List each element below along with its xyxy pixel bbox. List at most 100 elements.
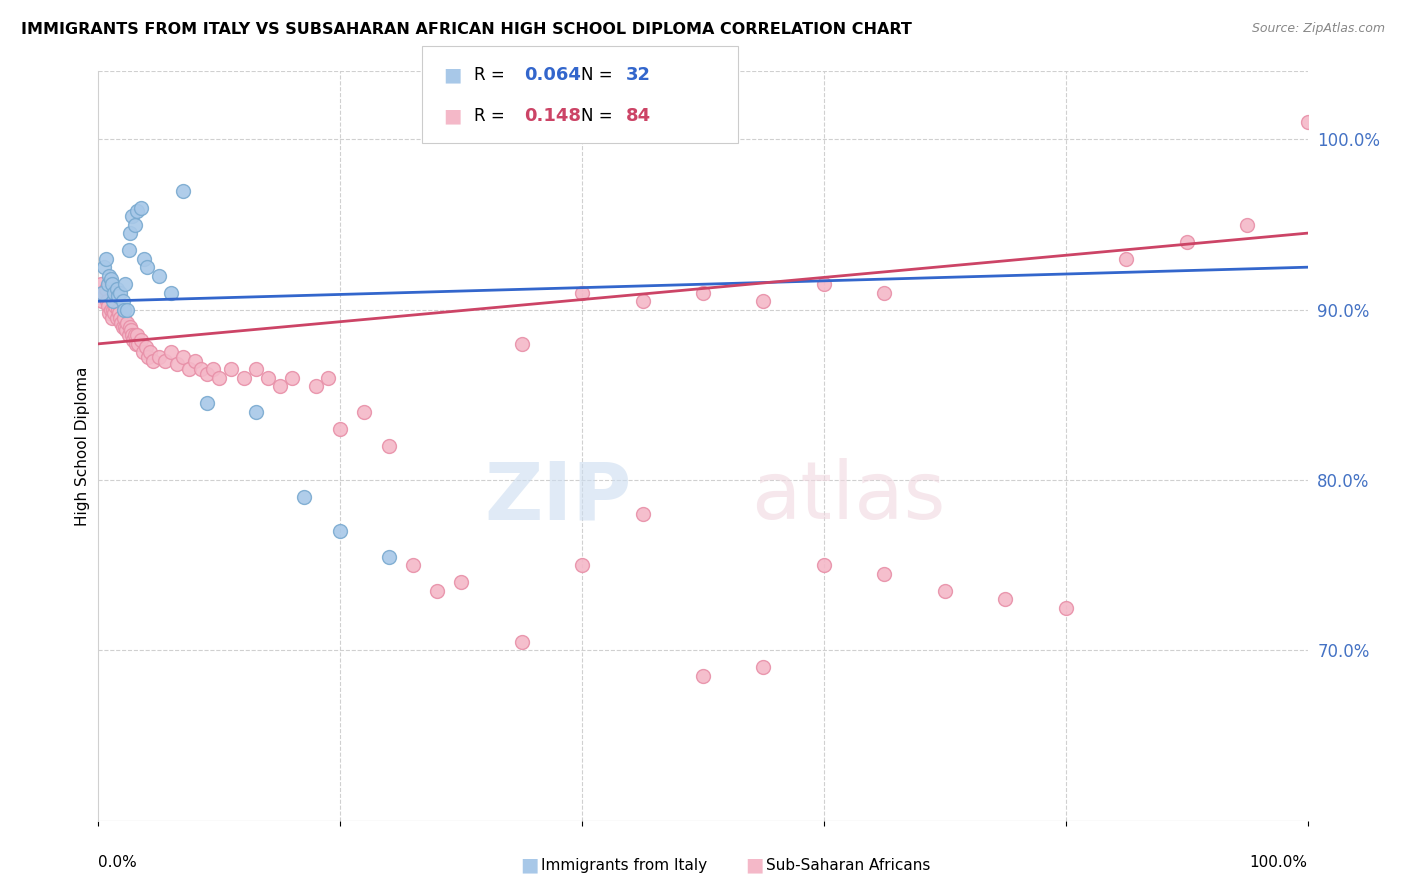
Point xyxy=(813,277,835,292)
Point xyxy=(108,311,131,326)
Point xyxy=(124,328,146,343)
Point xyxy=(752,294,775,309)
Point xyxy=(100,277,122,292)
Point xyxy=(934,583,956,598)
Text: 0.0%: 0.0% xyxy=(98,855,138,870)
Point xyxy=(103,306,125,320)
Point xyxy=(571,558,593,573)
Point xyxy=(139,345,162,359)
Point xyxy=(129,334,152,348)
Text: 84: 84 xyxy=(626,107,651,126)
Point xyxy=(96,294,118,309)
Point xyxy=(127,204,149,219)
Point xyxy=(245,405,267,419)
Point xyxy=(292,490,315,504)
Point xyxy=(377,549,399,564)
Point xyxy=(510,336,533,351)
Point xyxy=(127,336,149,351)
Y-axis label: High School Diploma: High School Diploma xyxy=(75,367,90,525)
Point xyxy=(91,285,114,300)
Point xyxy=(134,252,156,266)
Point xyxy=(692,285,714,300)
Point xyxy=(184,354,207,368)
Point xyxy=(110,317,132,331)
Point xyxy=(1175,235,1198,249)
Text: R =: R = xyxy=(474,66,510,85)
Point xyxy=(104,299,127,313)
Point xyxy=(93,289,115,303)
Point xyxy=(125,336,148,351)
Point xyxy=(316,371,339,385)
Point xyxy=(994,592,1017,607)
Point xyxy=(692,669,714,683)
Point xyxy=(631,294,654,309)
Text: ■: ■ xyxy=(443,66,461,85)
Text: ■: ■ xyxy=(745,855,763,875)
Point xyxy=(105,282,128,296)
Point xyxy=(752,660,775,674)
Text: ■: ■ xyxy=(443,107,461,126)
Point xyxy=(256,371,278,385)
Text: Source: ZipAtlas.com: Source: ZipAtlas.com xyxy=(1251,22,1385,36)
Point xyxy=(402,558,425,573)
Point xyxy=(353,405,375,419)
Point xyxy=(172,351,194,365)
Point xyxy=(98,268,121,283)
Point xyxy=(208,371,231,385)
Point xyxy=(377,439,399,453)
Point xyxy=(148,351,170,365)
Point xyxy=(329,422,352,436)
Text: Immigrants from Italy: Immigrants from Italy xyxy=(541,858,707,872)
Point xyxy=(281,371,304,385)
Point xyxy=(245,362,267,376)
Point xyxy=(166,357,188,371)
Point xyxy=(1054,600,1077,615)
Text: Sub-Saharan Africans: Sub-Saharan Africans xyxy=(766,858,931,872)
Point xyxy=(103,285,125,300)
Point xyxy=(329,524,352,538)
Point xyxy=(873,566,896,581)
Point xyxy=(107,289,129,303)
Point xyxy=(100,311,122,326)
Point xyxy=(135,340,157,354)
Point xyxy=(124,218,146,232)
Point xyxy=(90,277,112,292)
Text: N =: N = xyxy=(581,107,617,126)
Point xyxy=(94,282,117,296)
Point xyxy=(142,354,165,368)
Point xyxy=(115,323,138,337)
Point xyxy=(135,260,157,275)
Point xyxy=(571,285,593,300)
Point xyxy=(121,209,143,223)
Point xyxy=(100,272,122,286)
Point xyxy=(112,311,135,326)
Point xyxy=(221,362,243,376)
Point xyxy=(1115,252,1137,266)
Point xyxy=(97,277,120,292)
Point xyxy=(129,201,152,215)
Text: ■: ■ xyxy=(520,855,538,875)
Point xyxy=(153,354,176,368)
Point xyxy=(111,294,134,309)
Point xyxy=(631,507,654,521)
Text: 0.064: 0.064 xyxy=(524,66,581,85)
Point xyxy=(426,583,449,598)
Point xyxy=(132,345,155,359)
Point xyxy=(269,379,291,393)
Point xyxy=(117,317,139,331)
Point xyxy=(108,306,131,320)
Text: IMMIGRANTS FROM ITALY VS SUBSAHARAN AFRICAN HIGH SCHOOL DIPLOMA CORRELATION CHAR: IMMIGRANTS FROM ITALY VS SUBSAHARAN AFRI… xyxy=(21,22,912,37)
Point xyxy=(91,285,114,300)
Point xyxy=(94,252,117,266)
Point xyxy=(160,285,183,300)
Point xyxy=(160,345,183,359)
Point xyxy=(118,319,141,334)
Point xyxy=(112,302,135,317)
Point xyxy=(118,243,141,257)
Point xyxy=(105,311,128,326)
Point xyxy=(136,351,159,365)
Point xyxy=(114,277,136,292)
Text: 0.148: 0.148 xyxy=(524,107,582,126)
Point xyxy=(195,368,218,382)
Text: ZIP: ZIP xyxy=(484,458,631,536)
